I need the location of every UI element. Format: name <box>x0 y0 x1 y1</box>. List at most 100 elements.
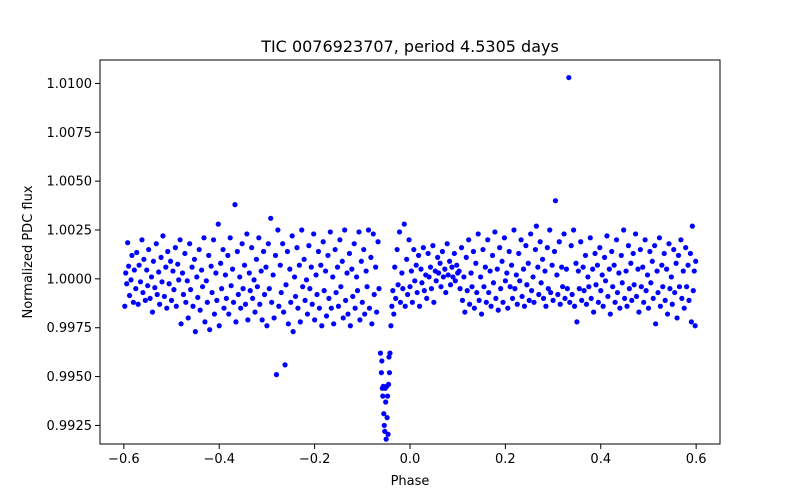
data-point <box>519 293 525 300</box>
data-point <box>315 248 322 255</box>
data-point <box>239 241 245 247</box>
data-point <box>163 264 169 270</box>
data-point <box>598 288 604 294</box>
data-point <box>241 262 248 268</box>
data-point <box>300 284 306 290</box>
data-point <box>338 284 344 290</box>
data-point <box>513 272 519 278</box>
data-point <box>309 301 315 307</box>
data-point <box>394 246 400 253</box>
data-point <box>232 202 238 208</box>
data-point <box>578 239 584 245</box>
data-point <box>292 293 299 300</box>
data-point <box>530 274 536 280</box>
data-point <box>244 231 250 237</box>
data-point <box>506 248 512 255</box>
data-point <box>191 256 198 262</box>
data-point <box>625 243 632 249</box>
data-point <box>340 315 346 321</box>
data-point <box>130 299 136 305</box>
data-point <box>311 231 317 237</box>
data-point <box>671 246 677 253</box>
data-point <box>382 428 388 434</box>
data-point <box>339 258 345 264</box>
data-point <box>252 309 258 315</box>
data-point <box>397 299 404 305</box>
x-tick-label: −0.4 <box>203 452 235 467</box>
data-point <box>521 303 528 309</box>
data-point <box>586 284 592 290</box>
data-point <box>381 422 387 429</box>
data-point <box>539 256 546 262</box>
data-point <box>480 246 486 253</box>
data-point <box>347 323 353 329</box>
data-point <box>659 262 665 268</box>
data-point <box>687 250 694 257</box>
data-point <box>362 311 368 317</box>
data-point <box>451 250 457 257</box>
data-point <box>629 297 635 303</box>
data-point <box>683 245 689 251</box>
data-point <box>307 286 313 292</box>
data-point <box>197 307 203 313</box>
data-point <box>551 248 558 255</box>
data-point <box>379 358 385 364</box>
data-point <box>436 270 442 276</box>
data-point <box>171 287 177 293</box>
data-point <box>195 294 201 301</box>
data-point <box>389 303 395 309</box>
data-point <box>641 299 647 305</box>
data-point <box>275 227 281 233</box>
data-point <box>583 301 590 307</box>
data-point <box>525 260 531 266</box>
data-point <box>167 258 174 264</box>
data-point <box>413 262 419 268</box>
data-point <box>473 260 479 266</box>
data-point <box>693 258 699 264</box>
data-point <box>447 282 454 288</box>
data-point <box>613 237 620 243</box>
data-point <box>183 299 189 305</box>
data-point <box>166 281 172 287</box>
data-point <box>633 293 640 300</box>
data-point <box>612 299 618 305</box>
data-point <box>427 264 434 270</box>
data-point <box>471 305 477 311</box>
data-point <box>152 285 158 291</box>
x-tick-label: 0.6 <box>686 452 707 467</box>
data-point <box>144 267 150 273</box>
data-point <box>569 291 575 298</box>
data-point <box>579 297 585 303</box>
data-point <box>254 284 260 290</box>
data-point <box>346 250 353 257</box>
data-point <box>196 246 202 253</box>
data-point <box>581 288 587 294</box>
data-point <box>388 323 394 329</box>
data-point <box>590 266 596 272</box>
data-point <box>606 266 612 272</box>
data-point <box>326 295 332 302</box>
data-point <box>474 289 480 296</box>
data-point <box>234 248 240 255</box>
data-point <box>494 266 500 272</box>
data-point <box>194 274 200 280</box>
y-tick-label: 0.9975 <box>47 321 93 336</box>
data-point <box>418 266 424 272</box>
data-point <box>270 272 276 278</box>
data-point <box>368 254 374 260</box>
data-point <box>440 274 446 280</box>
data-point <box>642 237 648 243</box>
x-tick-label: 0.2 <box>495 452 516 467</box>
y-tick-label: 1.0025 <box>47 224 93 239</box>
data-point <box>446 258 453 264</box>
data-point <box>160 233 166 239</box>
data-point <box>386 354 392 360</box>
data-point <box>554 272 560 278</box>
data-point <box>170 268 176 274</box>
data-point <box>356 229 362 235</box>
data-point <box>261 291 268 298</box>
data-point <box>568 243 574 249</box>
data-point <box>618 252 624 259</box>
data-point <box>214 297 220 303</box>
